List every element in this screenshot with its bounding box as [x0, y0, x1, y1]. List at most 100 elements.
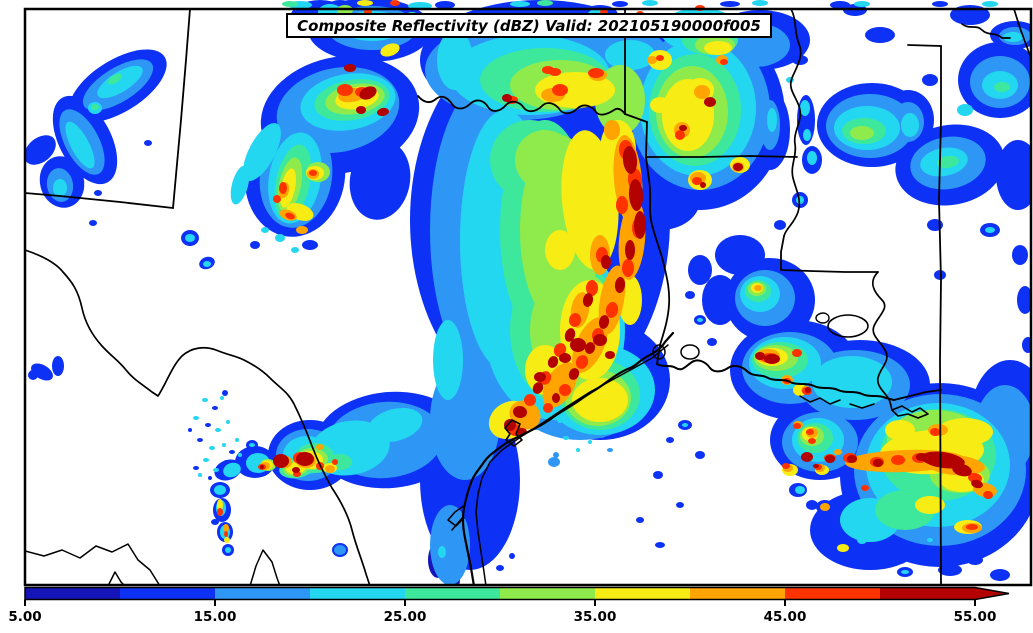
radar-cell-l1	[715, 235, 765, 275]
radar-cell-l1	[224, 460, 228, 464]
radar-cell-l3	[433, 320, 463, 400]
radar-cell-l3	[238, 453, 242, 457]
radar-cell-l7	[542, 362, 578, 408]
radar-cell-l7	[316, 444, 324, 450]
radar-cell-l3	[438, 546, 446, 558]
radar-cell-l3	[985, 227, 995, 233]
radar-cell-l8	[273, 195, 281, 203]
colorbar-segment	[880, 587, 976, 600]
radar-cell-l3	[605, 40, 655, 70]
radar-cell-l1	[685, 291, 695, 299]
radar-cell-l9	[704, 97, 716, 107]
radar-cell-l1	[612, 1, 628, 7]
radar-cell-l9	[296, 452, 314, 466]
colorbar-tick-label: 45.00	[764, 609, 807, 625]
lake-pontchartrain	[827, 314, 869, 338]
radar-cell-l9	[813, 464, 819, 468]
mississippi-delta	[891, 405, 929, 419]
radar-cell-l8	[279, 182, 287, 194]
radar-cell-l6	[224, 537, 230, 543]
radar-cell-l8	[568, 313, 582, 327]
radar-cell-l8	[808, 438, 816, 444]
mexico-state-line-2	[249, 549, 281, 586]
radar-cell-l3	[243, 123, 281, 181]
radar-cell-l1	[695, 451, 705, 459]
colorbar-tick-label: 15.00	[194, 609, 237, 625]
radar-cell-l3	[510, 1, 530, 7]
radar-cell-l3	[927, 538, 933, 542]
colorbar-outline	[24, 586, 1010, 601]
radar-cell-l8	[332, 459, 338, 465]
radar-cell-l3	[642, 0, 658, 6]
radar-cell-l9	[598, 315, 610, 329]
radar-cell-l8	[891, 455, 905, 465]
radar-cell-l1	[932, 1, 948, 7]
radar-cell-l3	[202, 398, 208, 402]
radar-cell-l1	[94, 190, 102, 196]
nm-tx-border-horizontal	[25, 192, 174, 209]
radar-cell-l9	[825, 455, 835, 463]
radar-cell-l3	[367, 407, 423, 443]
radar-cell-l4	[91, 104, 99, 110]
radar-cell-l8	[966, 524, 978, 530]
radar-cell-l6	[357, 0, 373, 6]
radar-cell-l1	[996, 140, 1031, 210]
radar-cell-l1	[435, 1, 455, 9]
galveston-bay	[504, 419, 523, 447]
radar-cell-l6	[545, 230, 575, 270]
radar-cell-l1	[774, 220, 786, 230]
radar-cell-l9	[755, 352, 765, 360]
radar-cell-l9	[801, 452, 813, 462]
radar-cell-l3	[213, 468, 219, 472]
radar-cell-l9	[570, 338, 586, 352]
radar-cell-l9	[916, 453, 928, 461]
colorbar-segment	[595, 587, 691, 600]
radar-cell-l1	[205, 423, 211, 427]
radar-cell-l3	[203, 458, 209, 462]
radar-cell-l9	[273, 454, 289, 468]
radar-cell-l8	[983, 490, 993, 500]
radar-cell-l8	[861, 485, 869, 491]
radar-cell-l7	[820, 503, 830, 511]
radar-cell-l7	[834, 449, 842, 455]
nm-tx-border-vertical	[172, 8, 191, 209]
radar-cell-l3	[209, 446, 215, 450]
radar-cell-l1	[653, 471, 663, 479]
radar-cell-l3	[193, 416, 199, 420]
radar-cell-l8	[793, 423, 801, 429]
radar-cell-l1	[806, 500, 818, 510]
radar-cell-l3	[563, 436, 569, 440]
radar-cell-l1	[676, 502, 684, 508]
radar-cell-l8	[543, 403, 553, 413]
radar-cell-l4	[537, 0, 553, 6]
radar-cell-l3	[214, 485, 226, 495]
top-right-corner-line	[1013, 8, 1031, 59]
radar-cell-l1	[865, 27, 895, 43]
radar-cell-l1	[89, 220, 97, 226]
radar-cell-l2	[430, 505, 470, 585]
radar-cell-l3	[223, 462, 241, 478]
radar-cell-l3	[557, 417, 563, 423]
radar-cell-l3	[982, 1, 998, 7]
radar-cell-l4	[994, 82, 1010, 92]
radar-cell-l1	[830, 1, 850, 9]
radar-cell-l3	[957, 104, 973, 116]
radar-cell-l8	[616, 196, 628, 214]
radar-cell-l8	[605, 302, 619, 318]
radar-cell-l1	[212, 406, 218, 410]
radar-cell-l9	[733, 163, 743, 171]
radar-cell-l2	[548, 457, 560, 467]
colorbar-segment	[25, 587, 121, 600]
colorbar-segment	[405, 587, 501, 600]
radar-cell-l6	[572, 378, 628, 422]
radar-cell-l3	[220, 396, 224, 400]
radar-cell-l1	[894, 556, 906, 564]
radar-cell-l3	[65, 121, 95, 169]
radar-cell-l7	[604, 120, 620, 140]
red-river-tx-ok-border	[417, 95, 626, 116]
radar-cell-l9	[504, 419, 516, 431]
radar-cell-l6	[650, 97, 670, 113]
radar-cell-l3	[249, 443, 255, 447]
radar-cell-l6	[937, 418, 993, 446]
radar-cell-l3	[767, 108, 777, 132]
